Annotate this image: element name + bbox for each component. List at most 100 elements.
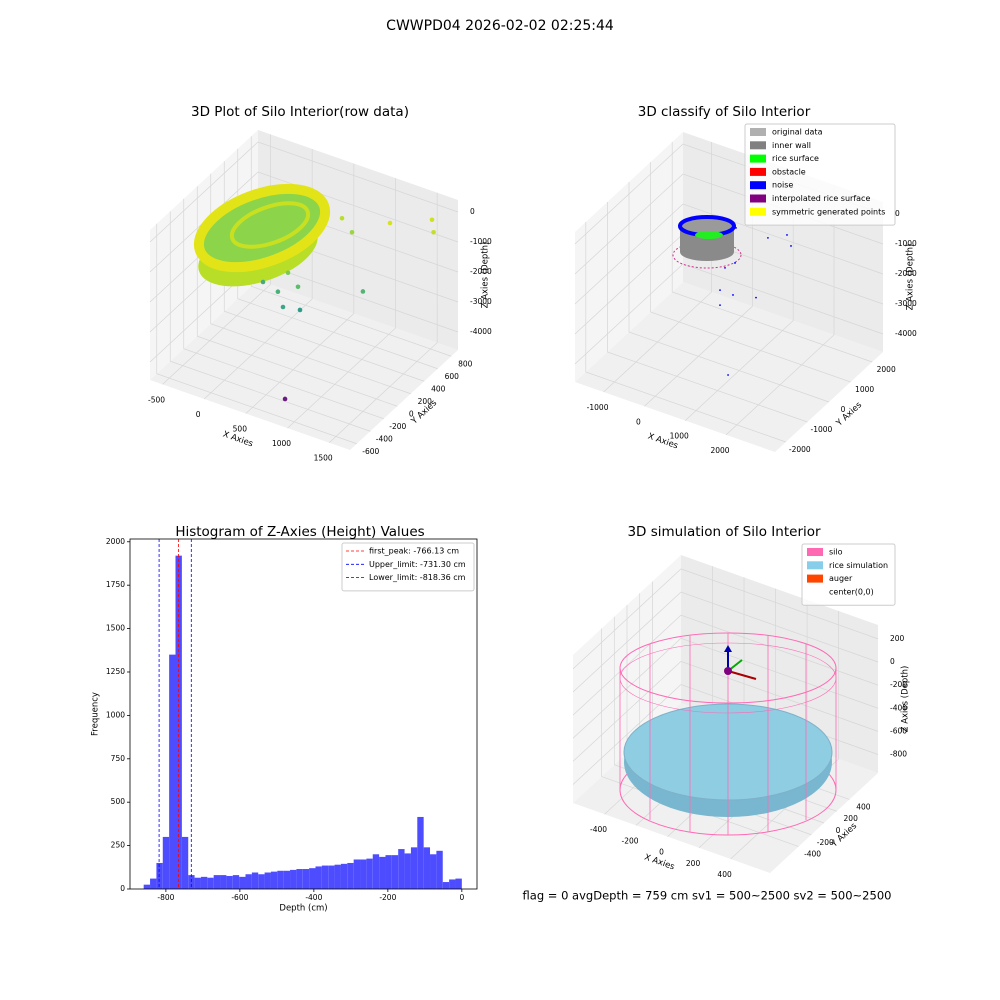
bar — [366, 858, 373, 889]
bar — [207, 877, 214, 889]
bar — [143, 884, 151, 889]
bar — [309, 868, 316, 889]
z-tick-label: -4000 — [470, 327, 492, 336]
bar — [283, 870, 291, 889]
bar — [321, 865, 329, 889]
y-tick-label: 800 — [458, 359, 473, 368]
data-point — [349, 229, 355, 235]
legend-label: original data — [772, 128, 823, 137]
point-clouds — [193, 183, 837, 836]
legend-patch — [750, 181, 766, 190]
z-tick-label: -2000 — [895, 269, 917, 278]
z-tick-label: -400 — [890, 703, 907, 712]
grid-line — [572, 591, 879, 693]
data-point — [719, 304, 721, 307]
bar — [347, 862, 354, 889]
data-point — [387, 220, 393, 226]
bar — [258, 874, 265, 889]
y-tick-label: 200 — [844, 814, 859, 823]
x-tick-label: 1500 — [314, 454, 333, 463]
y-tick-label: 0 — [409, 409, 414, 418]
footer-text: flag = 0 avgDepth = 759 cm sv1 = 500~250… — [523, 889, 892, 903]
pane — [150, 280, 458, 450]
y-tick-label: -1000 — [811, 425, 833, 434]
bar — [379, 856, 386, 889]
bar — [315, 866, 322, 889]
grid-line — [574, 203, 884, 305]
z-tick-label: -800 — [890, 750, 907, 759]
legend-label: center(0,0) — [829, 587, 874, 596]
bar — [417, 816, 424, 889]
cloud — [680, 243, 734, 261]
grid-line — [287, 178, 396, 429]
x-tick-label: 0 — [196, 410, 201, 419]
grid-line — [156, 223, 357, 445]
z-axis-label: Z Axies (Depth) — [901, 666, 911, 733]
x-tick-label: -200 — [379, 893, 396, 902]
y-tick-label: 0 — [120, 884, 125, 893]
plot-frame — [129, 538, 478, 890]
bar — [175, 555, 182, 889]
x-axis-label: Depth (cm) — [279, 904, 327, 914]
data-point — [724, 266, 726, 269]
figure-title: CWWPD04 2026-02-02 02:25:44 — [386, 18, 614, 34]
data-point — [429, 217, 435, 223]
bar — [290, 869, 297, 889]
y-tick-label: 0 — [841, 405, 846, 414]
silo — [619, 642, 837, 714]
legend-patch — [807, 574, 823, 583]
bar — [334, 864, 341, 889]
bar — [442, 882, 450, 889]
data-point — [732, 294, 734, 296]
bar — [430, 854, 437, 889]
data-point — [767, 236, 769, 239]
grid-line — [183, 198, 384, 420]
legend-patch — [750, 194, 766, 203]
chart-title: 3D Plot of Silo Interior(row data) — [191, 104, 409, 120]
grid-line — [730, 611, 839, 860]
data-point — [786, 234, 788, 236]
grid-line — [574, 263, 884, 365]
bar — [150, 878, 157, 889]
legend-box — [744, 123, 896, 226]
z-tick-label: -2000 — [470, 267, 492, 276]
x-tick-label: -400 — [305, 893, 322, 902]
bar — [194, 877, 201, 889]
y-tick-label: 2000 — [877, 365, 896, 374]
bar — [455, 878, 462, 889]
x-tick-label: 1000 — [272, 439, 291, 448]
x-tick-label: 500 — [233, 425, 248, 434]
y-tick-label: -600 — [362, 447, 379, 456]
grid-line — [328, 192, 438, 443]
z-tick-label: -1000 — [895, 239, 917, 248]
x-tick-label: -800 — [157, 893, 174, 902]
bar — [169, 654, 176, 889]
bar — [200, 876, 208, 889]
chart-title: 3D simulation of Silo Interior — [627, 524, 821, 540]
legend-patch — [750, 207, 766, 216]
grid-line — [628, 182, 830, 403]
x-tick-label: 2000 — [710, 446, 729, 455]
x-tick-label: 1000 — [670, 432, 689, 441]
y-tick-label: 1500 — [106, 624, 125, 633]
data-point — [755, 296, 757, 299]
bar — [156, 862, 163, 889]
bar — [251, 872, 259, 889]
y-tick-label: 2000 — [106, 537, 125, 546]
data-point — [285, 270, 291, 276]
grid-line — [162, 134, 271, 385]
data-point — [275, 289, 281, 295]
legend-patch — [807, 587, 823, 596]
y-axis-label: Frequency — [91, 692, 101, 736]
data-point — [360, 289, 366, 294]
legend-label: auger — [829, 574, 853, 583]
bar — [423, 847, 431, 889]
x-tick-label: -1000 — [587, 403, 609, 412]
y-tick-label: 200 — [418, 397, 433, 406]
legend-patch — [807, 561, 823, 570]
bar — [340, 863, 348, 889]
y-tick-label: 1000 — [855, 385, 874, 394]
panes — [149, 130, 884, 873]
grid-line — [149, 141, 459, 243]
z-tick-label: 200 — [890, 634, 905, 643]
